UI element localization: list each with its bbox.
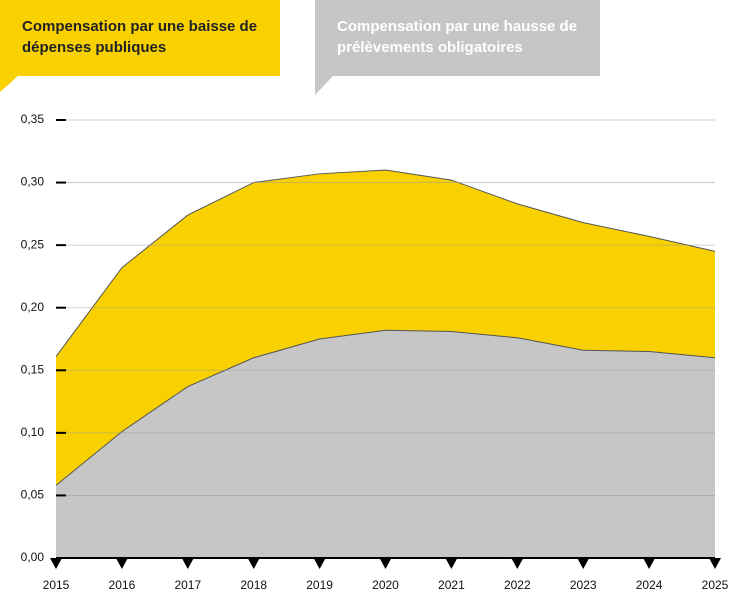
x-tick: [577, 558, 590, 569]
x-tick-label: 2021: [438, 578, 465, 592]
y-tick-label: 0,10: [21, 425, 45, 439]
line: [55, 169, 716, 357]
x-tick: [445, 558, 458, 569]
line: [55, 329, 716, 486]
x-tick-label: 2015: [43, 578, 70, 592]
x-tick-label: 2016: [109, 578, 136, 592]
x-tick-label: 2024: [636, 578, 663, 592]
legend-tail: [0, 76, 18, 92]
x-tick: [247, 558, 260, 569]
legend-tail: [315, 76, 333, 95]
x-tick-label: 2022: [504, 578, 531, 592]
y-tick-label: 0,00: [21, 550, 45, 564]
x-tick: [50, 558, 62, 569]
y-tick-label: 0,30: [21, 175, 45, 189]
x-tick-label: 2019: [306, 578, 333, 592]
y-tick-label: 0,20: [21, 300, 45, 314]
legend-entry: Compensation par une hausse de prélèveme…: [315, 0, 600, 76]
x-tick-label: 2018: [240, 578, 267, 592]
x-tick: [511, 558, 524, 569]
x-tick: [709, 558, 721, 569]
y-tick-label: 0,15: [21, 362, 45, 376]
y-tick-label: 0,35: [21, 112, 45, 126]
x-tick: [313, 558, 326, 569]
x-tick-label: 2023: [570, 578, 597, 592]
x-tick: [643, 558, 656, 569]
area: [56, 330, 715, 558]
y-tick-label: 0,05: [21, 488, 45, 502]
x-tick-label: 2025: [702, 578, 729, 592]
x-tick-label: 2020: [372, 578, 399, 592]
x-tick: [115, 558, 128, 569]
x-tick: [181, 558, 194, 569]
legend-entry: Compensation par une baisse de dépenses …: [0, 0, 280, 76]
x-tick: [379, 558, 392, 569]
x-tick-label: 2017: [174, 578, 201, 592]
y-tick-label: 0,25: [21, 237, 45, 251]
